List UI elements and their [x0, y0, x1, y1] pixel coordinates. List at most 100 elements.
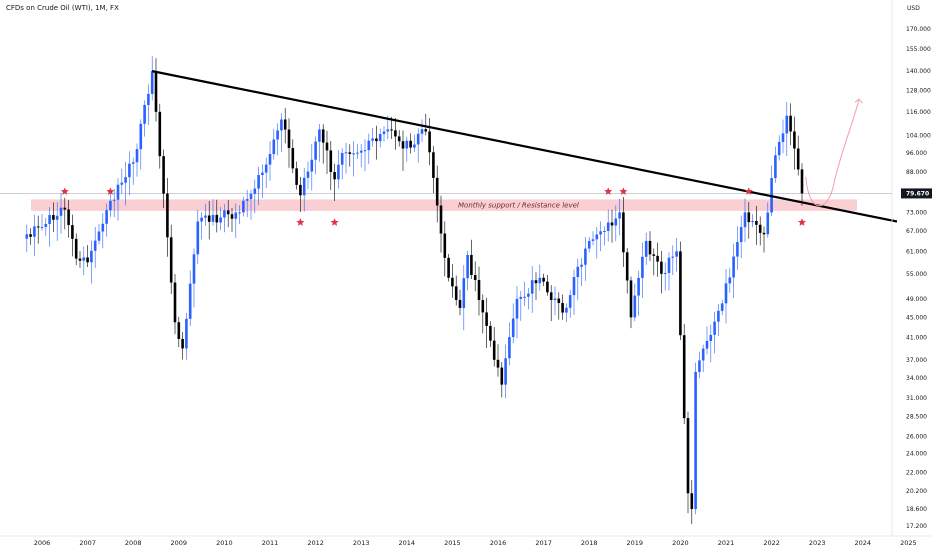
candle-body: [337, 164, 340, 180]
candle-body: [264, 164, 268, 173]
candle-body: [29, 234, 32, 237]
candle-body: [648, 240, 652, 255]
candle-body: [173, 282, 177, 323]
price-tick-label: 116.000: [906, 109, 931, 116]
candle-body: [603, 231, 606, 232]
candle-body: [622, 212, 625, 253]
price-tick-label: 170.000: [906, 26, 931, 33]
candle-body: [496, 359, 500, 368]
candle-body: [758, 224, 762, 233]
candle-body: [154, 71, 158, 112]
time-tick-label: 2010: [216, 539, 233, 547]
candle-body: [348, 152, 352, 154]
candle-body: [333, 172, 336, 180]
time-tick-label: 2019: [627, 539, 644, 547]
candle-body: [135, 149, 139, 163]
candle-body: [90, 250, 93, 263]
candle-body: [112, 199, 116, 201]
candle-body: [204, 215, 207, 218]
candle-body: [310, 159, 314, 172]
candle-body: [55, 215, 59, 220]
candle-body: [698, 360, 701, 372]
candle-body: [325, 142, 329, 151]
candle-body: [671, 256, 675, 258]
candle-body: [71, 225, 74, 239]
price-tick-label: 37.000: [906, 357, 927, 364]
time-tick-label: 2016: [490, 539, 507, 547]
candle-body: [139, 123, 143, 150]
candle-body: [158, 111, 162, 157]
candle-body: [287, 129, 291, 149]
price-tick-label: 31.000: [906, 395, 927, 402]
candle-body: [283, 119, 287, 130]
projection-arrow-head: [854, 98, 863, 104]
candle-body: [390, 129, 393, 131]
candle-body: [451, 277, 454, 287]
candle-body: [40, 226, 44, 228]
candle-body: [200, 217, 203, 222]
candle-body: [519, 296, 523, 299]
star-marker: [296, 218, 305, 226]
candle-body: [747, 212, 751, 223]
price-tick-label: 61.000: [906, 248, 927, 255]
candle-body: [242, 200, 245, 213]
candle-body: [329, 150, 333, 173]
candle-body: [413, 144, 416, 148]
candle-body: [59, 207, 63, 216]
time-tick-label: 2007: [79, 539, 96, 547]
candle-body: [443, 233, 447, 258]
candle-body: [101, 223, 105, 232]
candle-body: [378, 134, 382, 142]
candle-body: [314, 141, 317, 160]
candle-body: [591, 239, 595, 241]
candle-body: [219, 217, 222, 223]
time-tick-label: 2014: [399, 539, 416, 547]
candle-body: [595, 234, 599, 240]
candle-body: [185, 318, 188, 349]
candle-body: [439, 205, 443, 234]
candle-body: [196, 221, 200, 255]
candle-body: [211, 214, 215, 222]
candle-body: [124, 177, 127, 183]
candle-body: [375, 138, 378, 142]
candle-body: [717, 310, 720, 322]
candle-body: [720, 303, 724, 311]
support-zone-layer: Monthly support / Resistance level: [0, 193, 892, 211]
candle-body: [340, 152, 344, 165]
candle-body: [67, 209, 70, 226]
candle-body: [781, 133, 785, 142]
candle-body: [356, 152, 359, 154]
candle-body: [553, 298, 557, 301]
candle-body: [667, 257, 671, 274]
candle-body: [576, 266, 580, 278]
candle-body: [542, 277, 545, 282]
candle-body: [207, 215, 211, 222]
candle-body: [447, 257, 450, 278]
star-marker: [330, 218, 339, 226]
time-tick-label: 2015: [444, 539, 461, 547]
candle-body: [306, 171, 310, 178]
star-marker: [619, 187, 628, 195]
price-tick-label: 140.000: [906, 68, 931, 75]
candle-body: [500, 367, 504, 385]
candle-body: [428, 131, 431, 153]
candle-body: [131, 162, 135, 164]
drawings-layer: [151, 70, 898, 223]
candle-body: [568, 295, 572, 308]
price-tick-label: 73.000: [906, 209, 927, 216]
price-tick-label: 104.000: [906, 133, 931, 140]
candle-body: [515, 298, 519, 319]
candle-body: [682, 335, 686, 419]
candle-body: [435, 177, 439, 206]
candle-body: [549, 292, 553, 301]
candle-body: [352, 153, 355, 155]
candle-body: [363, 150, 367, 152]
candle-body: [147, 93, 150, 105]
candle-body: [33, 226, 36, 237]
candle-body: [48, 215, 51, 224]
candle-body: [245, 199, 249, 201]
candle-body: [728, 277, 732, 284]
candle-body: [618, 212, 621, 219]
